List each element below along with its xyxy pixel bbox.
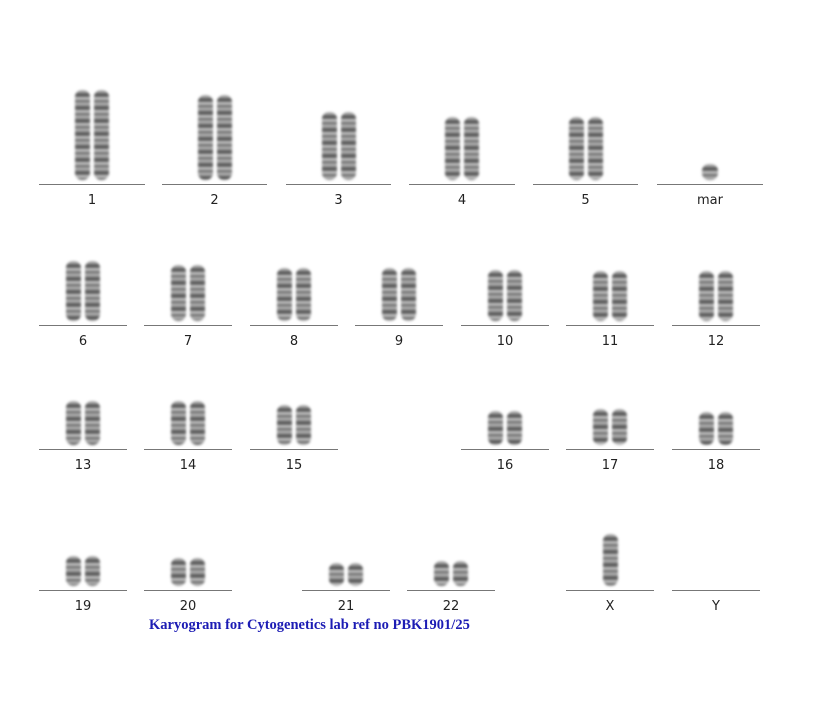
chromosome-17-2	[612, 409, 627, 445]
chromosome-12-1	[699, 271, 714, 321]
chromosome-19-2	[85, 556, 100, 586]
chromosome-6-2	[85, 261, 100, 321]
chromosome-label-17: 17	[601, 458, 619, 473]
baseline-2	[162, 184, 267, 185]
baseline-21	[302, 590, 390, 591]
chromosome-label-y: Y	[712, 599, 720, 614]
chromosome-label-10: 10	[496, 334, 514, 349]
chromosome-label-12: 12	[707, 334, 725, 349]
chromosome-11-2	[612, 271, 627, 321]
baseline-4	[409, 184, 515, 185]
baseline-x	[566, 590, 654, 591]
chromosome-label-20: 20	[179, 599, 197, 614]
chromosome-label-1: 1	[87, 193, 97, 208]
chromosome-7-1	[171, 265, 186, 321]
baseline-5	[533, 184, 638, 185]
baseline-18	[672, 449, 760, 450]
baseline-mar	[657, 184, 763, 185]
chromosome-21-2	[348, 563, 363, 586]
chromosome-4-2	[464, 117, 479, 180]
chromosome-label-7: 7	[183, 334, 193, 349]
chromosome-18-2	[718, 412, 733, 445]
chromosome-18-1	[699, 412, 714, 445]
chromosome-label-19: 19	[74, 599, 92, 614]
chromosome-16-1	[488, 411, 503, 445]
chromosome-13-1	[66, 401, 81, 445]
chromosome-1-1	[75, 90, 90, 180]
chromosome-6-1	[66, 261, 81, 321]
chromosome-14-1	[171, 401, 186, 445]
chromosome-label-15: 15	[285, 458, 303, 473]
chromosome-label-13: 13	[74, 458, 92, 473]
chromosome-20-2	[190, 558, 205, 586]
baseline-15	[250, 449, 338, 450]
baseline-8	[250, 325, 338, 326]
baseline-7	[144, 325, 232, 326]
baseline-11	[566, 325, 654, 326]
chromosome-22-1	[434, 561, 449, 586]
baseline-22	[407, 590, 495, 591]
chromosome-10-2	[507, 270, 522, 321]
chromosome-17-1	[593, 409, 608, 445]
chromosome-3-2	[340, 112, 356, 180]
chromosome-7-2	[190, 265, 205, 321]
chromosome-2-2	[216, 95, 232, 180]
chromosome-label-4: 4	[457, 193, 467, 208]
baseline-17	[566, 449, 654, 450]
chromosome-3-1	[321, 112, 337, 180]
chromosome-10-1	[488, 270, 503, 321]
baseline-20	[144, 590, 232, 591]
baseline-12	[672, 325, 760, 326]
chromosome-label-5: 5	[581, 193, 590, 208]
chromosome-5-2	[587, 117, 603, 180]
karyogram-caption: Karyogram for Cytogenetics lab ref no PB…	[149, 617, 470, 633]
chromosome-mar-1	[702, 164, 718, 180]
chromosome-5-1	[568, 117, 584, 180]
chromosome-label-18: 18	[707, 458, 725, 473]
chromosome-9-2	[401, 268, 416, 321]
baseline-y	[672, 590, 760, 591]
chromosome-8-1	[277, 268, 292, 321]
chromosome-label-21: 21	[337, 599, 355, 614]
chromosome-label-11: 11	[601, 334, 619, 349]
chromosome-label-6: 6	[78, 334, 88, 349]
chromosome-20-1	[171, 558, 186, 586]
baseline-14	[144, 449, 232, 450]
baseline-19	[39, 590, 127, 591]
chromosome-9-1	[382, 268, 397, 321]
chromosome-label-16: 16	[496, 458, 514, 473]
baseline-9	[355, 325, 443, 326]
chromosome-2-1	[197, 95, 213, 180]
chromosome-19-1	[66, 556, 81, 586]
baseline-1	[39, 184, 145, 185]
chromosome-label-2: 2	[210, 193, 219, 208]
chromosome-label-3: 3	[334, 193, 343, 208]
baseline-6	[39, 325, 127, 326]
chromosome-label-22: 22	[442, 599, 460, 614]
chromosome-label-9: 9	[394, 334, 404, 349]
chromosome-8-2	[296, 268, 311, 321]
chromosome-14-2	[190, 401, 205, 445]
chromosome-13-2	[85, 401, 100, 445]
chromosome-22-2	[453, 561, 468, 586]
chromosome-12-2	[718, 271, 733, 321]
baseline-13	[39, 449, 127, 450]
chromosome-label-mar: mar	[697, 193, 723, 208]
chromosome-11-1	[593, 271, 608, 321]
baseline-16	[461, 449, 549, 450]
chromosome-4-1	[445, 117, 460, 180]
chromosome-1-2	[94, 90, 109, 180]
baseline-10	[461, 325, 549, 326]
chromosome-16-2	[507, 411, 522, 445]
chromosome-21-1	[329, 563, 344, 586]
chromosome-label-x: X	[605, 599, 615, 614]
baseline-3	[286, 184, 391, 185]
chromosome-label-8: 8	[289, 334, 299, 349]
chromosome-15-2	[296, 405, 311, 445]
chromosome-15-1	[277, 405, 292, 445]
chromosome-x-1	[602, 534, 618, 586]
chromosome-label-14: 14	[179, 458, 197, 473]
